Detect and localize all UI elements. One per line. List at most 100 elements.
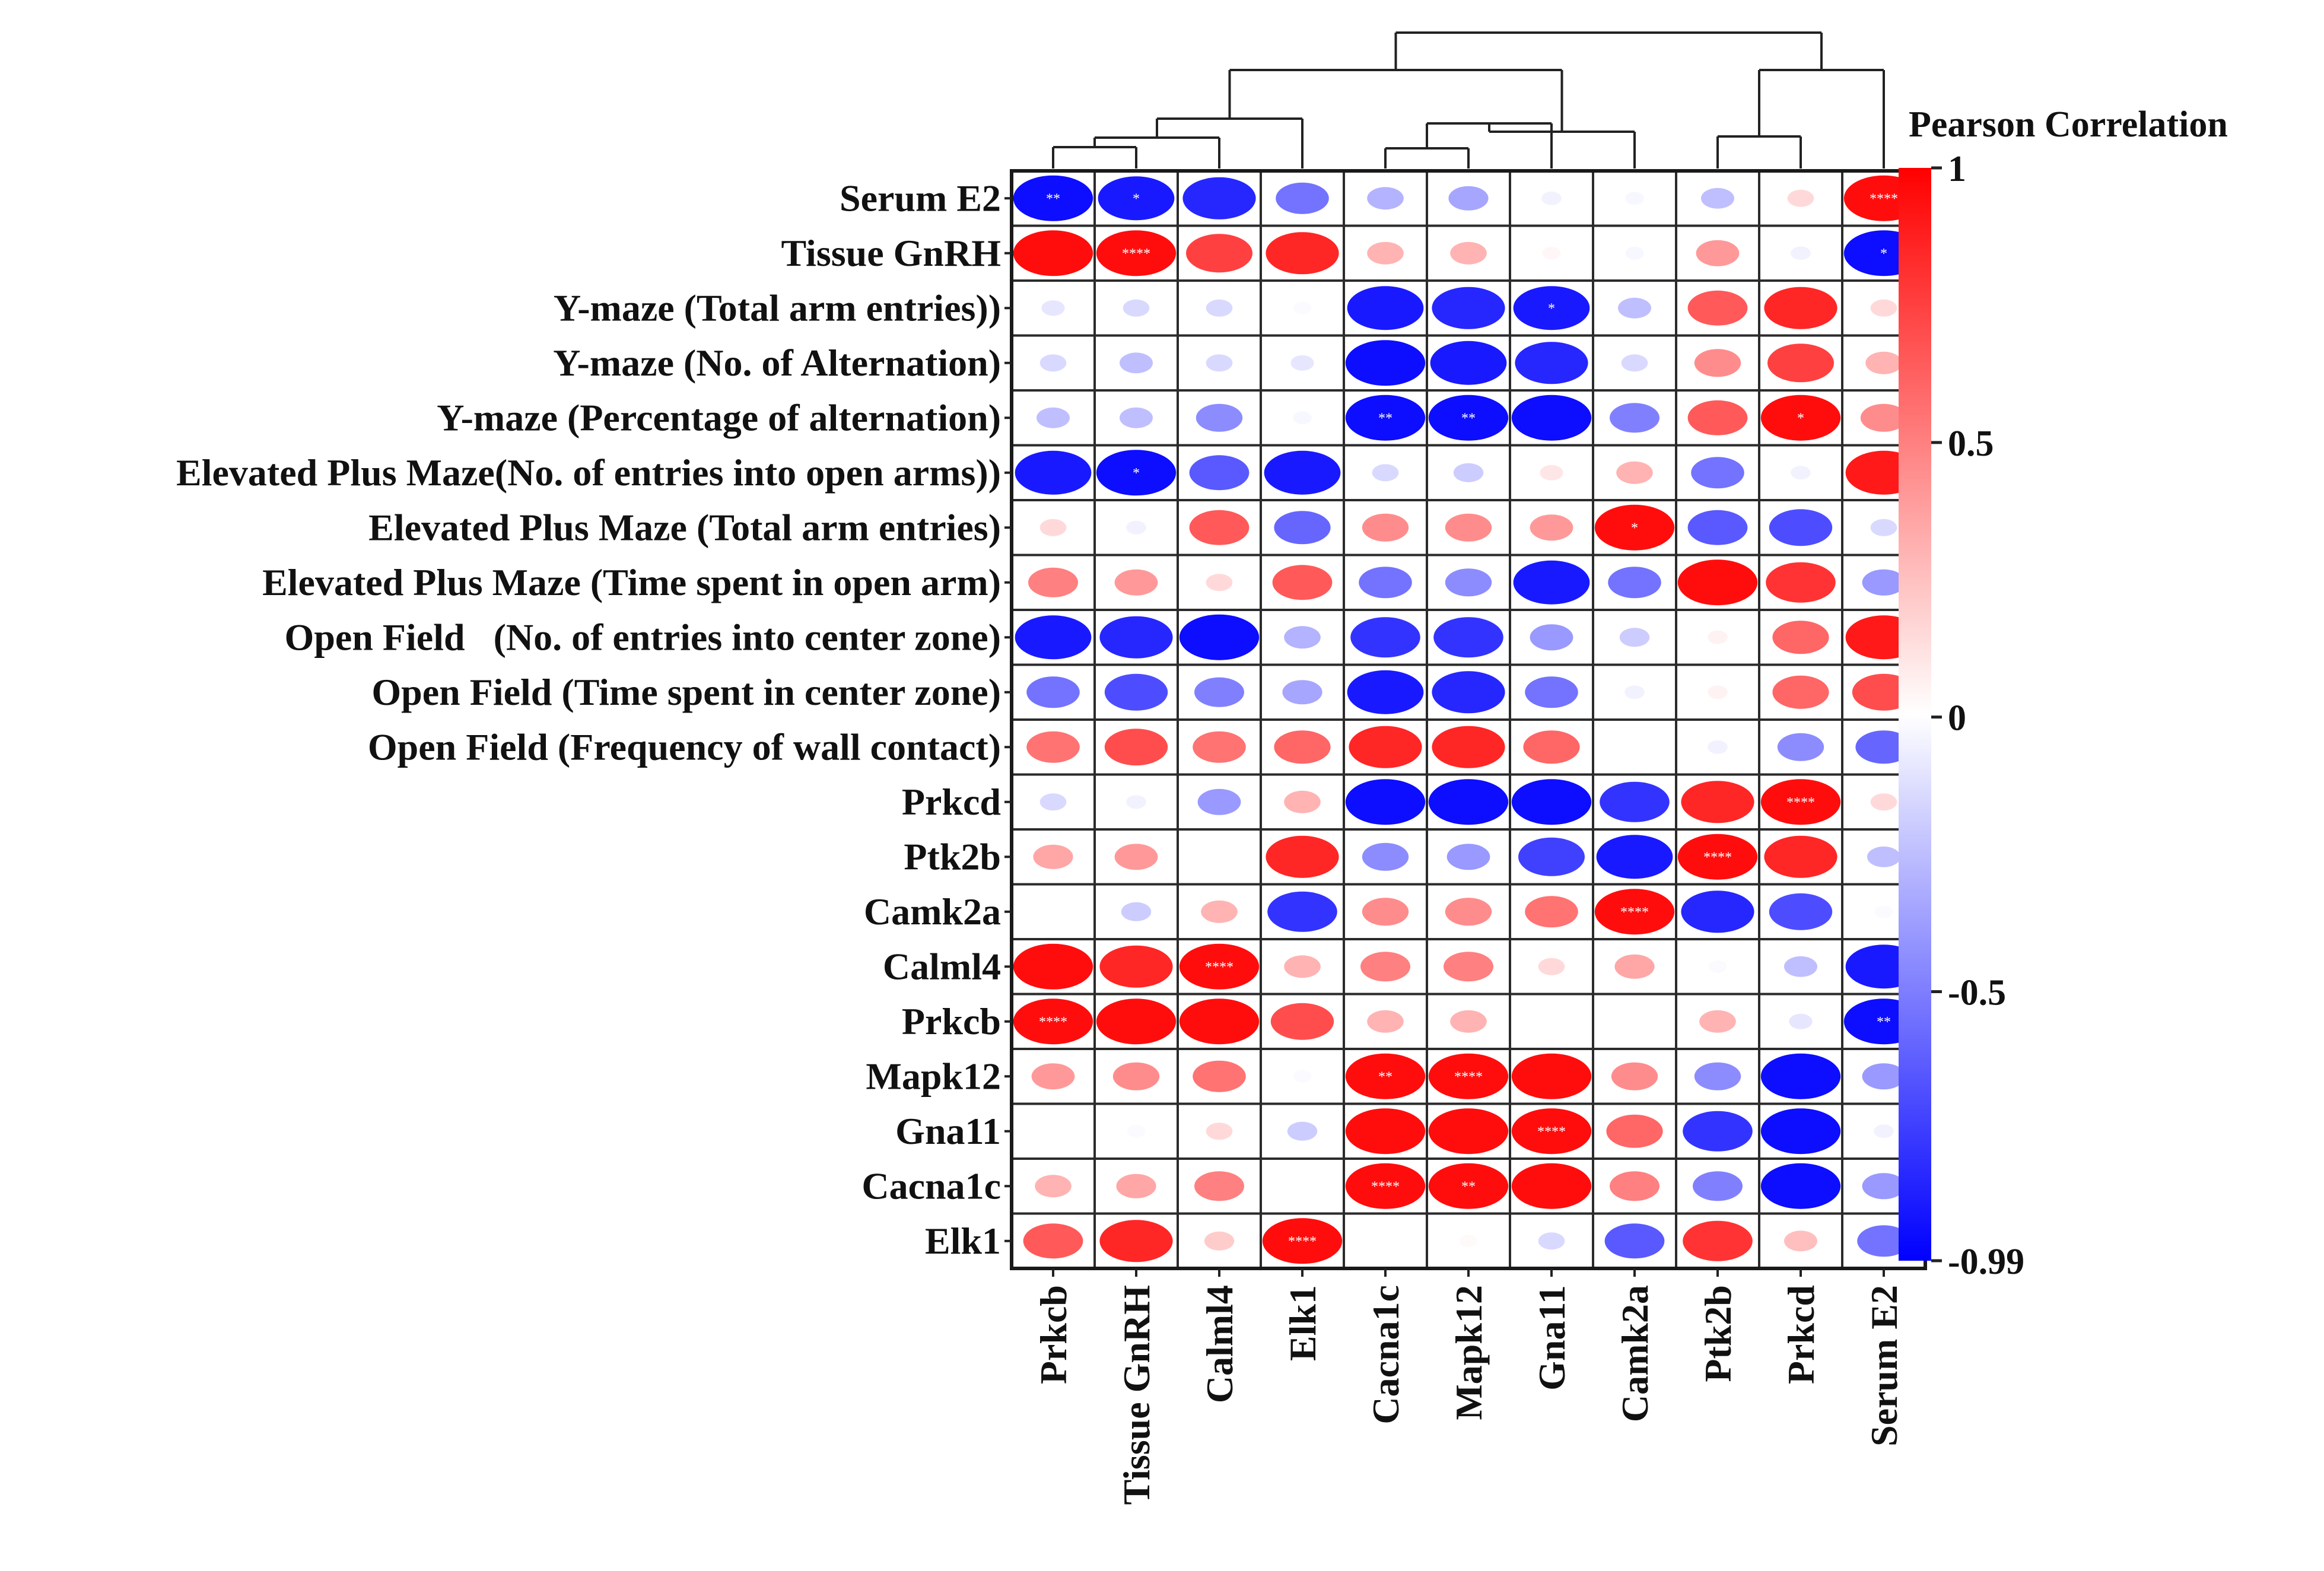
correlation-circle: [1445, 513, 1492, 542]
row-label: Camk2a: [864, 891, 1001, 933]
correlation-circle: [1013, 998, 1093, 1045]
correlation-circle: [1764, 835, 1837, 878]
legend-tick-label: -0.5: [1948, 972, 2006, 1013]
significance-marker: **: [1378, 411, 1393, 426]
correlation-circle: [1345, 395, 1426, 441]
correlation-circle: [1624, 685, 1645, 699]
correlation-circle: [1039, 519, 1067, 536]
correlation-circle: [1126, 520, 1146, 535]
correlation-circle: [1687, 510, 1748, 545]
correlation-circle: [1857, 1225, 1910, 1257]
correlation-circle: [1194, 1171, 1244, 1201]
correlation-circle: [1769, 893, 1833, 930]
correlation-circle: [1432, 671, 1505, 714]
correlation-circle: [1206, 1122, 1233, 1140]
correlation-circle: [1033, 844, 1073, 869]
correlation-circle: [1701, 187, 1734, 209]
correlation-circle: [1262, 1218, 1343, 1264]
correlation-circle: [1681, 781, 1754, 823]
correlation-circle: [1699, 1010, 1736, 1033]
row-label: Y-maze (Total arm entries)): [554, 287, 1001, 329]
correlation-circle: [1104, 673, 1168, 711]
correlation-circle: [1430, 341, 1507, 385]
correlation-circle: [1608, 567, 1661, 599]
correlation-circle: [1530, 624, 1573, 651]
correlation-circle: [1610, 403, 1659, 433]
correlation-circle: [1360, 952, 1410, 982]
column-label: Calml4: [1198, 1285, 1241, 1403]
correlation-circle: [1625, 246, 1644, 260]
cell-box: [1343, 1212, 1428, 1270]
column-label: Camk2a: [1614, 1285, 1656, 1422]
correlation-circle: [1446, 844, 1490, 870]
row-label: Calml4: [883, 945, 1001, 987]
correlation-circle: [1023, 1223, 1083, 1259]
correlation-circle: [1037, 407, 1070, 428]
correlation-circle: [1372, 464, 1399, 482]
significance-marker: **: [1461, 1179, 1476, 1194]
column-labels: Prkcb Tissue GnRH Calml4 Elk1 Cacna1c Mapk12 G…: [1032, 1268, 1905, 1505]
row-label: Y-maze (No. of Alternation): [553, 342, 1001, 384]
correlation-circle: [1621, 354, 1648, 372]
correlation-circle: [1625, 192, 1644, 205]
correlation-circle: [1039, 793, 1067, 811]
correlation-circle: [1345, 1108, 1426, 1155]
correlation-circle: [1193, 1060, 1246, 1092]
significance-marker: *: [1133, 191, 1140, 206]
correlation-circle: [1453, 463, 1484, 482]
significance-marker: ****: [1454, 1069, 1483, 1085]
correlation-circle: [1362, 842, 1409, 871]
correlation-circle: [1035, 1175, 1072, 1198]
correlation-circle: [1619, 628, 1650, 647]
correlation-circle: [1525, 896, 1578, 928]
column-label: Cacna1c: [1365, 1285, 1407, 1424]
significance-marker: **: [1378, 1069, 1393, 1085]
row-label: Y-maze (Percentage of alternation): [437, 396, 1001, 438]
correlation-circle: [1197, 788, 1241, 815]
row-label: Tissue GnRH: [781, 232, 1002, 274]
correlation-circle: [1204, 1231, 1235, 1251]
correlation-circle: [1787, 189, 1814, 207]
row-label: Prkcb: [902, 1000, 1001, 1042]
correlation-circle: [1266, 232, 1339, 275]
correlation-circle: [1428, 395, 1509, 441]
correlation-circle: [1694, 349, 1741, 377]
cell-box: [1509, 993, 1594, 1050]
row-label: Open Field (Time spent in center zone): [371, 671, 1001, 713]
row-label: Cacna1c: [861, 1165, 1001, 1207]
correlation-circle: [1604, 1223, 1665, 1259]
correlation-circle: [1264, 450, 1341, 495]
correlation-circle: [1511, 1053, 1592, 1099]
correlation-circle: [1596, 835, 1673, 879]
correlation-circle: [1104, 729, 1168, 766]
column-label: Mapk12: [1448, 1285, 1490, 1420]
row-label: Elevated Plus Maze(No. of entries into o…: [176, 451, 1001, 494]
correlation-circle: [1026, 731, 1080, 763]
correlation-circle: [1290, 355, 1314, 371]
correlation-circle: [1791, 466, 1811, 480]
correlation-circle: [1345, 1163, 1426, 1209]
correlation-circle: [1179, 998, 1260, 1045]
correlation-circle: [1760, 1108, 1841, 1155]
correlation-circle: [1523, 730, 1580, 764]
correlation-circle: [1432, 726, 1505, 768]
correlation-circle: [1099, 616, 1173, 659]
correlation-circle: [1127, 1125, 1146, 1138]
correlation-circle: [1099, 945, 1173, 988]
correlation-circle: [1284, 626, 1321, 649]
correlation-circle: [1874, 905, 1893, 918]
correlation-circle: [1777, 733, 1824, 761]
cell-box: [1260, 1157, 1345, 1215]
correlation-circle: [1772, 675, 1829, 709]
correlation-circle: [1194, 677, 1244, 707]
correlation-circle: [1120, 407, 1153, 428]
correlation-circle: [1518, 837, 1585, 876]
correlation-circle: [1862, 1173, 1906, 1200]
correlation-circle: [1874, 1124, 1894, 1139]
correlation-circle: [1193, 731, 1246, 763]
correlation-circle: [1694, 1062, 1741, 1090]
row-label: Elevated Plus Maze (Total arm entries): [368, 506, 1001, 548]
correlation-circle: [1274, 730, 1331, 764]
row-label: Serum E2: [840, 177, 1001, 219]
correlation-circle: [1274, 511, 1331, 545]
